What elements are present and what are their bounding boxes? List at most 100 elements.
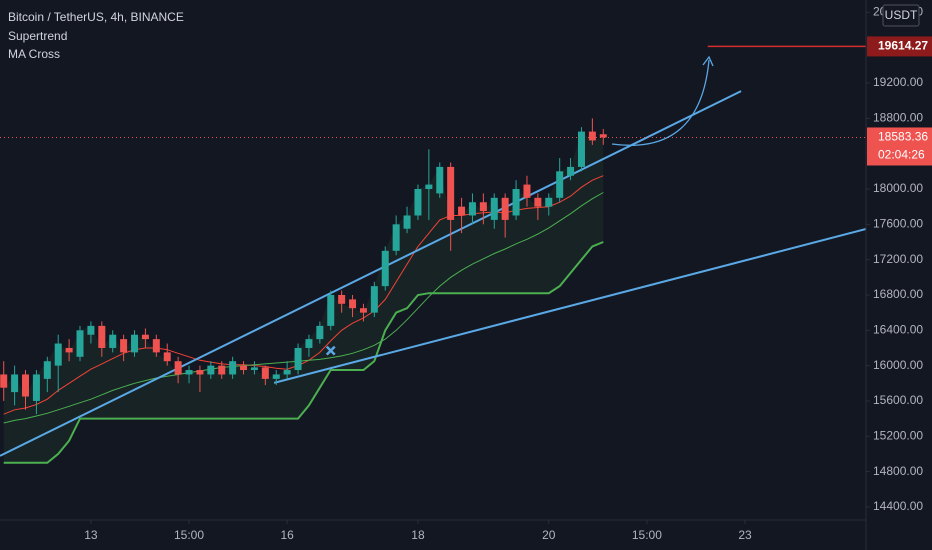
y-tick-label: 17600.00 <box>873 216 923 230</box>
x-tick-label: 13 <box>84 528 98 542</box>
candle-body <box>512 188 520 216</box>
y-tick-label: 16800.00 <box>873 287 923 301</box>
candle-body <box>556 171 564 198</box>
trendline <box>273 228 866 384</box>
arrow <box>611 59 710 146</box>
y-tick-label: 17200.00 <box>873 252 923 266</box>
candle-body <box>501 197 509 220</box>
candle-body <box>87 325 95 335</box>
candle-body <box>43 361 51 379</box>
candle-body <box>0 374 8 388</box>
x-tick-label: 18 <box>411 528 425 542</box>
target-label-box <box>867 36 932 57</box>
candle-body <box>109 334 117 348</box>
candle-body <box>381 250 389 287</box>
candle-body <box>141 334 149 340</box>
candle-body <box>120 339 128 353</box>
candle-body <box>240 365 248 371</box>
cross-signal <box>325 345 336 356</box>
candle-body <box>207 365 215 375</box>
candle-body <box>261 367 269 379</box>
y-tick-label: 16400.00 <box>873 322 923 336</box>
candle-body <box>163 352 171 362</box>
candle-body <box>218 365 226 375</box>
candle-body <box>534 197 542 207</box>
y-tick-label: 15600.00 <box>873 393 923 407</box>
y-axis: 14400.00 14800.00 15200.00 15600.00 16000.00… <box>865 0 932 550</box>
candle-body <box>490 197 498 220</box>
candle-body <box>98 325 106 348</box>
candle-body <box>523 184 531 198</box>
candle-body <box>588 131 596 141</box>
trendline <box>0 90 742 457</box>
candle-body <box>327 294 335 326</box>
currency-box[interactable] <box>882 4 920 27</box>
candle-body <box>577 131 585 167</box>
indicator-line <box>3 241 604 464</box>
candle-body <box>545 197 553 207</box>
candle-body <box>22 374 30 397</box>
y-tick-label: 16000.00 <box>873 358 923 372</box>
plot-area <box>0 45 866 464</box>
candle-body <box>338 294 346 304</box>
candle-body <box>283 370 291 375</box>
x-tick-label: 20 <box>542 528 556 542</box>
candle-body <box>305 339 313 348</box>
x-tick-label: 15:00 <box>632 528 662 542</box>
candle-body <box>32 374 40 401</box>
candle-body <box>468 202 476 216</box>
candle-body <box>131 334 139 353</box>
candle-body <box>11 374 19 393</box>
candle-body <box>359 308 367 313</box>
price-scale <box>866 0 932 550</box>
candle-body <box>196 370 204 375</box>
candle-body <box>370 286 378 313</box>
candle-body <box>447 166 455 220</box>
candle-body <box>272 374 280 379</box>
candle-body <box>174 361 182 375</box>
candle-body <box>479 202 487 212</box>
candle-body <box>599 134 607 138</box>
candle-body <box>414 188 422 216</box>
x-tick-label: 16 <box>280 528 294 542</box>
candle-body <box>425 184 433 189</box>
last-price-box <box>867 127 932 166</box>
indicator-label[interactable]: Supertrend <box>8 29 67 43</box>
candle-body <box>185 370 193 375</box>
candle-body <box>65 347 73 353</box>
candle-body <box>392 224 400 251</box>
countdown: 02:04:26 <box>878 148 925 162</box>
candle-body <box>436 166 444 194</box>
candle-body <box>349 299 357 309</box>
y-tick-label: 19200.00 <box>873 75 923 89</box>
y-tick-label: 14400.00 <box>873 499 923 513</box>
y-tick-label: 15200.00 <box>873 428 923 442</box>
candle-body <box>76 330 84 357</box>
arrow-head <box>702 55 714 67</box>
x-tick-label: 23 <box>738 528 752 542</box>
candle-body <box>152 339 160 353</box>
target-label: 19614.27 <box>878 39 928 53</box>
candle-body <box>316 325 324 340</box>
chart-title: Bitcoin / TetherUS, 4h, BINANCE <box>8 10 184 24</box>
overlay: USDT Bitcoin / TetherUS, 4h, BINANCE Sup… <box>8 4 932 166</box>
candle-body <box>294 347 302 371</box>
indicator-label[interactable]: MA Cross <box>8 47 60 61</box>
candle-body <box>54 343 62 366</box>
indicator-line <box>3 192 604 424</box>
candle-body <box>567 166 575 176</box>
y-tick-label: 18800.00 <box>873 111 923 125</box>
x-tick-label: 15:00 <box>174 528 204 542</box>
candle-body <box>229 361 237 375</box>
last-price-label: 18583.36 <box>878 130 928 144</box>
y-tick-label: 18000.00 <box>873 181 923 195</box>
candle-body <box>250 367 258 371</box>
currency: USDT <box>885 8 918 22</box>
y-tick-label: 14800.00 <box>873 464 923 478</box>
candle-body <box>458 206 466 216</box>
candle-body <box>403 215 411 229</box>
